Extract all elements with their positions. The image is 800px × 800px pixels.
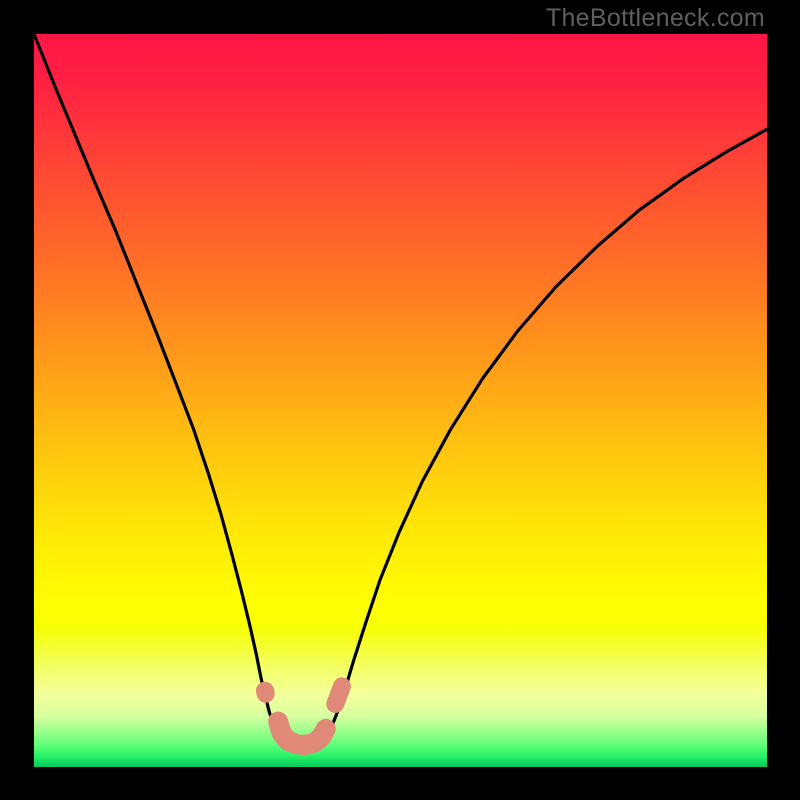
plot-area: [34, 34, 767, 767]
marker-left-dot: [265, 691, 266, 694]
gradient-background: [34, 34, 767, 767]
chart-svg: [34, 34, 767, 767]
figure-root: TheBottleneck.com: [0, 0, 800, 800]
watermark-text: TheBottleneck.com: [546, 4, 765, 33]
marker-right-dash: [335, 686, 342, 704]
